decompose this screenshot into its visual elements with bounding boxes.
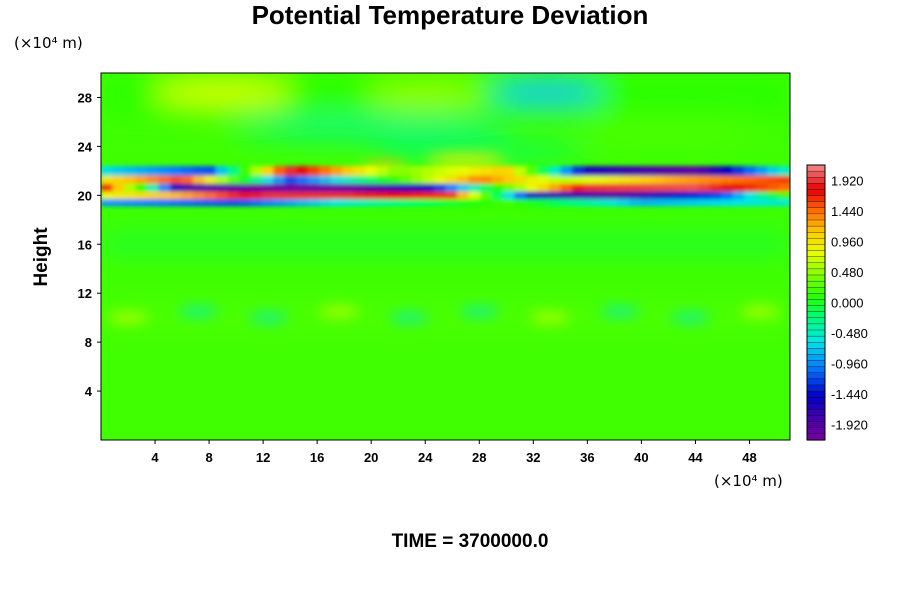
x-tick-label: 44 [688,450,703,465]
y-tick-label: 12 [78,286,92,301]
x-tick-label: 8 [205,450,212,465]
x-tick-label: 32 [526,450,540,465]
colorbar-segment [806,219,826,227]
colorbar-segment [806,329,826,337]
colorbar-segment [806,354,826,362]
colorbar-segment [806,378,826,386]
colorbar-label: -0.960 [831,357,868,372]
colorbar-label: 0.000 [831,296,864,311]
colorbar-segment [806,164,826,172]
colorbar-segment [806,372,826,380]
colorbar-segment [806,232,826,239]
colorbar-segment [806,170,826,178]
colorbar-segment [806,384,826,392]
colorbar-segment [806,195,826,203]
colorbar-segment [806,323,826,331]
colorbar-segment [806,280,826,288]
colorbar-segment [806,287,826,294]
colorbar-label: 0.480 [831,265,864,280]
colorbar-segment [806,238,826,246]
colorbar-label: -0.480 [831,326,868,341]
colorbar-segment [806,311,826,319]
colorbar-label: -1.440 [831,387,868,402]
y-axis: 4 8 12 16 20 24 28 [78,90,101,399]
x-tick-label: 16 [310,450,324,465]
colorbar-label: 1.440 [831,204,864,219]
x-axis-unit: (×10⁴ m) [714,472,783,490]
y-tick-label: 8 [85,335,92,350]
colorbar-segment [806,390,826,398]
colorbar-segment [806,397,826,404]
x-tick-label: 12 [256,450,270,465]
colorbar-frame [806,164,826,441]
colorbar-segment [806,360,826,368]
colorbar-segment [806,409,826,417]
colorbar-segment [806,342,826,349]
colorbar-segment [806,366,826,374]
colorbar-segment [806,274,826,282]
colorbar-segment [806,348,826,356]
x-tick-label: 40 [634,450,648,465]
colorbar-segment [806,183,826,191]
plot-frame [100,72,791,441]
x-tick-label: 36 [580,450,594,465]
colorbar-segment [806,433,826,441]
y-tick-label: 28 [78,90,92,105]
colorbar-segment [806,403,826,411]
x-axis: 4 8 12 16 20 24 28 32 36 40 44 48 [151,440,757,465]
y-tick-label: 20 [78,188,92,203]
y-tick-label: 4 [85,384,93,399]
colorbar-segment [806,317,826,325]
colorbar-segment [806,177,826,184]
chart-title: Potential Temperature Deviation [251,0,649,30]
colorbar-segment [806,207,826,215]
x-tick-label: 48 [742,450,756,465]
colorbar-segment [806,244,826,252]
colorbar-segment [806,189,826,197]
x-tick-label: 4 [151,450,159,465]
colorbar-segment [806,256,826,264]
colorbar-label: -1.920 [831,418,868,433]
colorbar-segment [806,415,826,423]
heatmap-field [101,73,790,440]
colorbar-segment [806,305,826,313]
colorbar-label: 0.960 [831,234,864,249]
colorbar-segment [806,262,826,270]
colorbar-segment [806,335,826,343]
colorbar: 1.920 1.440 0.960 0.480 0.000 -0.480 -0.960 -1.… [806,164,868,441]
colorbar-segment [806,299,826,307]
colorbar-segment [806,225,826,233]
colorbar-segment [806,250,826,258]
colorbar-label: 1.920 [831,173,864,188]
colorbar-segment [806,421,826,429]
y-tick-label: 24 [78,139,93,154]
colorbar-segment [806,427,826,435]
y-tick-label: 16 [78,237,92,252]
x-tick-label: 24 [418,450,433,465]
x-tick-label: 20 [364,450,378,465]
y-axis-unit: (×10⁴ m) [14,34,83,52]
colorbar-segment [806,293,826,301]
colorbar-segment [806,213,826,221]
time-label: TIME = 3700000.0 [391,531,549,552]
x-tick-label: 28 [472,450,486,465]
colorbar-segment [806,268,826,276]
colorbar-segment [806,201,826,209]
